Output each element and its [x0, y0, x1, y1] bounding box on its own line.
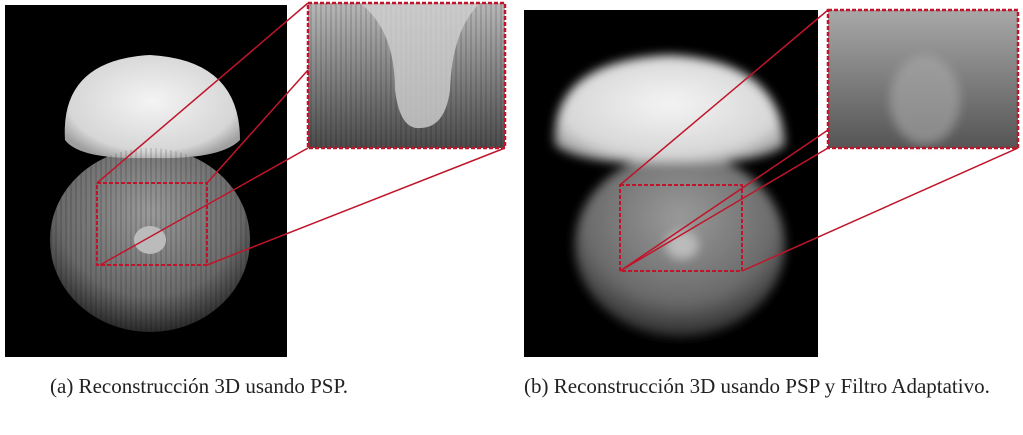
image-b	[524, 10, 1018, 357]
image-a	[5, 3, 505, 357]
caption: (a) Reconstrucción 3D usando PSP.	[50, 371, 380, 402]
caption: (b) Reconstrucción 3D usando PSP y Filtr…	[524, 371, 1023, 402]
figure-images	[0, 0, 1023, 370]
figure: (a) Reconstrucción 3D usando PSP. (b) Re…	[0, 0, 1023, 435]
